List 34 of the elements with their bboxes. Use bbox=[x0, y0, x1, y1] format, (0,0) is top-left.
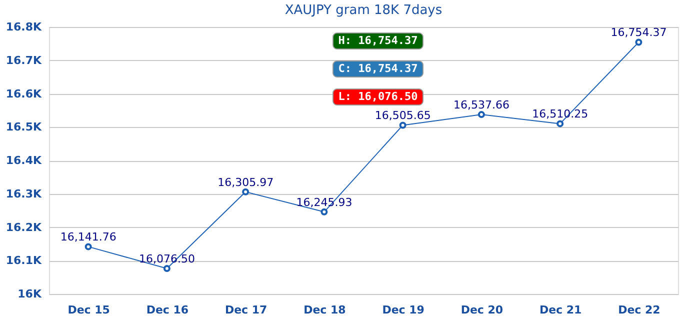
y-tick-label: 16.6K bbox=[6, 87, 42, 100]
x-tick-label: Dec 18 bbox=[304, 304, 346, 316]
y-tick-label: 16.3K bbox=[6, 187, 42, 200]
point bbox=[84, 243, 92, 250]
annotation: H: 16,754.37 bbox=[338, 34, 418, 47]
y-tick-label: 16.2K bbox=[6, 220, 42, 234]
point bbox=[478, 111, 485, 118]
x-tick-label: Dec 22 bbox=[618, 304, 660, 316]
chart-title: XAUJPY gram 18K 7days bbox=[284, 3, 442, 18]
y-tick-label: 16K bbox=[18, 288, 42, 300]
x-tick-label: Dec 15 bbox=[68, 304, 110, 316]
data-label: 16,305.97 bbox=[218, 176, 274, 189]
y-tick-label: 16.1K bbox=[6, 254, 42, 268]
y-tick-label: 16.7K bbox=[6, 54, 42, 67]
point bbox=[399, 122, 406, 129]
x-tick-label: Dec 16 bbox=[146, 304, 189, 316]
point bbox=[635, 38, 642, 46]
point bbox=[320, 208, 328, 216]
y-tick-label: 16.4K bbox=[6, 154, 42, 167]
annotation: C: 16,754.37 bbox=[338, 62, 418, 75]
x-tick-label: Dec 21 bbox=[539, 304, 582, 316]
point bbox=[163, 264, 170, 272]
data-label: 16,141.76 bbox=[60, 230, 116, 244]
x-tick-label: Dec 17 bbox=[224, 304, 268, 316]
annotation: L: 16,076.50 bbox=[338, 90, 418, 103]
x-tick-label: Dec 20 bbox=[460, 304, 504, 316]
y-tick-label: 16.5K bbox=[6, 120, 42, 134]
data-label: 16,537.66 bbox=[453, 98, 510, 112]
data-label: 16,754.37 bbox=[610, 26, 667, 40]
data-label: 16,505.65 bbox=[374, 109, 431, 122]
point bbox=[242, 188, 250, 196]
x-tick-label: Dec 19 bbox=[382, 304, 424, 316]
point bbox=[556, 120, 564, 128]
y-tick-label: 16.8K bbox=[6, 20, 42, 34]
